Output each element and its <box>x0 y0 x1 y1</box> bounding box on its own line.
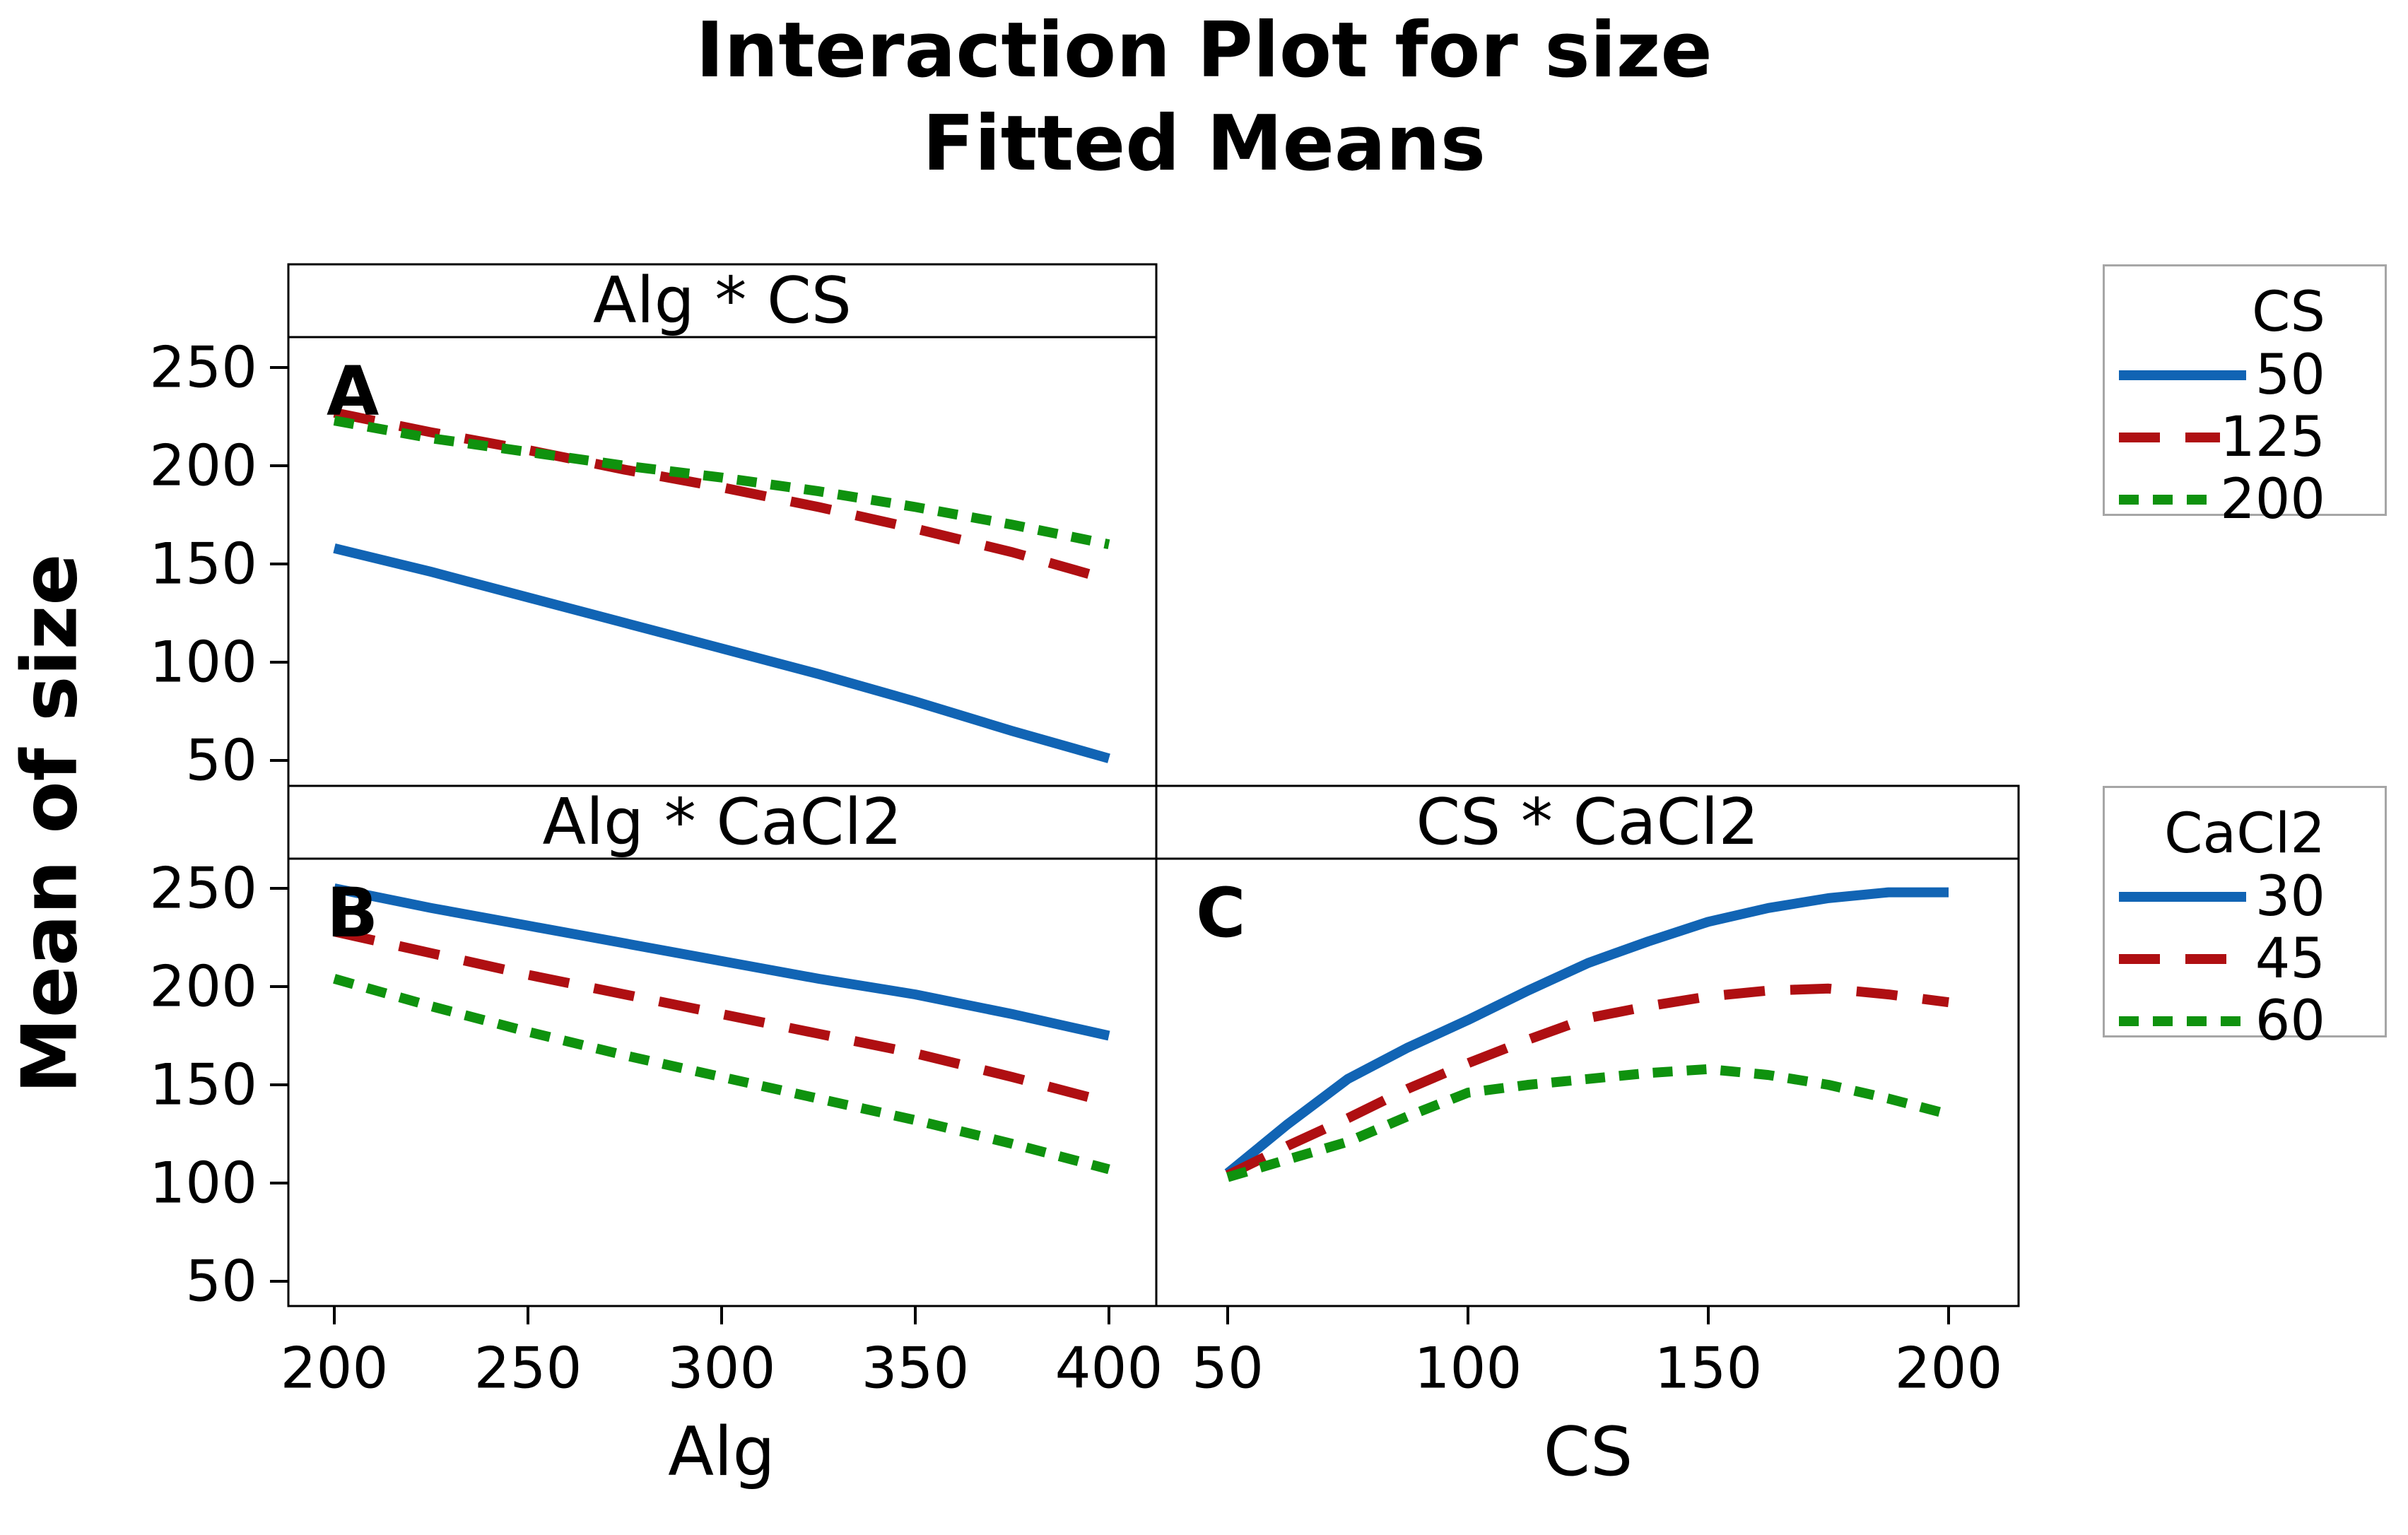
chart-title-block: Interaction Plot for size Fitted Means <box>0 4 2408 191</box>
y-tick-label: 50 <box>185 1249 257 1315</box>
legend-item-label: 45 <box>2255 927 2325 991</box>
y-tick-label: 250 <box>149 856 257 922</box>
panel-c-letter: C <box>1196 874 1246 953</box>
legend-item-45: 45 <box>2105 927 2385 991</box>
panel-a-header: Alg * CS <box>593 264 852 338</box>
series-line-a-200 <box>333 416 1110 550</box>
y-tick-label: 150 <box>149 531 257 597</box>
panel-c-header: CS * CaCl2 <box>1416 785 1759 859</box>
x-tick-label: 200 <box>1895 1336 2003 1401</box>
legend-sample-line <box>2119 892 2246 902</box>
legend-sample-line <box>2119 954 2246 964</box>
y-tick-label: 100 <box>149 1151 257 1216</box>
legend-sample-line <box>2119 1016 2246 1026</box>
legend-cacl2-title: CaCl2 <box>2163 802 2325 866</box>
series-line-b-30 <box>333 883 1110 1041</box>
panel-b-header-box <box>287 784 1158 860</box>
y-tick-label: 100 <box>149 630 257 695</box>
legend-item-label: 60 <box>2255 989 2325 1053</box>
panel-b-letter: B <box>327 874 379 953</box>
x-tick-label: 150 <box>1655 1336 1763 1401</box>
chart-subtitle: Fitted Means <box>922 100 1486 188</box>
legend-sample-line <box>2119 370 2246 380</box>
legend-item-200: 200 <box>2105 468 2385 531</box>
y-tick-label: 200 <box>149 954 257 1020</box>
y-tick-label: 250 <box>149 335 257 401</box>
legend-cacl2-items: 30 45 60 <box>2105 865 2385 1053</box>
series-line-c-60 <box>1226 1064 1950 1182</box>
y-tick-label: 200 <box>149 433 257 499</box>
legend-item-30: 30 <box>2105 865 2385 929</box>
legend-cs: CS 50 125 200 <box>2103 264 2387 531</box>
legend-item-60: 60 <box>2105 989 2385 1053</box>
x-tick-label: 400 <box>1055 1336 1163 1401</box>
panel-b-plot-area <box>287 857 1158 1307</box>
legend-item-50: 50 <box>2105 343 2385 407</box>
y-axis-label-wrap: Mean of size <box>4 523 96 1124</box>
series-line-a-50 <box>333 543 1110 763</box>
y-axis-label: Mean of size <box>6 553 95 1094</box>
y-tick-label: 150 <box>149 1052 257 1118</box>
panel-a-plot-area <box>287 336 1158 787</box>
legend-item-label: 200 <box>2220 468 2325 531</box>
x-axis-title-alg: Alg <box>668 1413 775 1491</box>
chart-title: Interaction Plot for size <box>695 6 1713 95</box>
legend-item-label: 125 <box>2220 406 2325 469</box>
x-tick-label: 50 <box>1192 1336 1264 1401</box>
x-tick-label: 300 <box>668 1336 776 1401</box>
series-line-c-45 <box>1225 983 1949 1180</box>
y-tick-label: 50 <box>185 728 257 794</box>
legend-sample-line <box>2119 433 2221 442</box>
panel-b-header: Alg * CaCl2 <box>542 785 903 859</box>
panel-a-header-box <box>287 263 1158 339</box>
legend-cacl2: CaCl2 30 45 60 <box>2103 786 2387 1053</box>
x-tick-label: 350 <box>862 1336 970 1401</box>
x-tick-label: 250 <box>474 1336 582 1401</box>
series-line-c-30 <box>1224 887 1949 1177</box>
x-axis-title-cs: CS <box>1543 1413 1633 1491</box>
x-tick-label: 100 <box>1414 1336 1522 1401</box>
legend-item-125: 125 <box>2105 406 2385 469</box>
legend-item-label: 30 <box>2255 865 2325 929</box>
legend-sample-line <box>2119 495 2221 505</box>
x-tick-label: 200 <box>281 1336 389 1401</box>
legend-cs-title: CS <box>2252 281 2325 344</box>
legend-cs-items: 50 125 200 <box>2105 343 2385 531</box>
legend-item-label: 50 <box>2255 343 2325 407</box>
panel-a-letter: A <box>327 352 380 431</box>
